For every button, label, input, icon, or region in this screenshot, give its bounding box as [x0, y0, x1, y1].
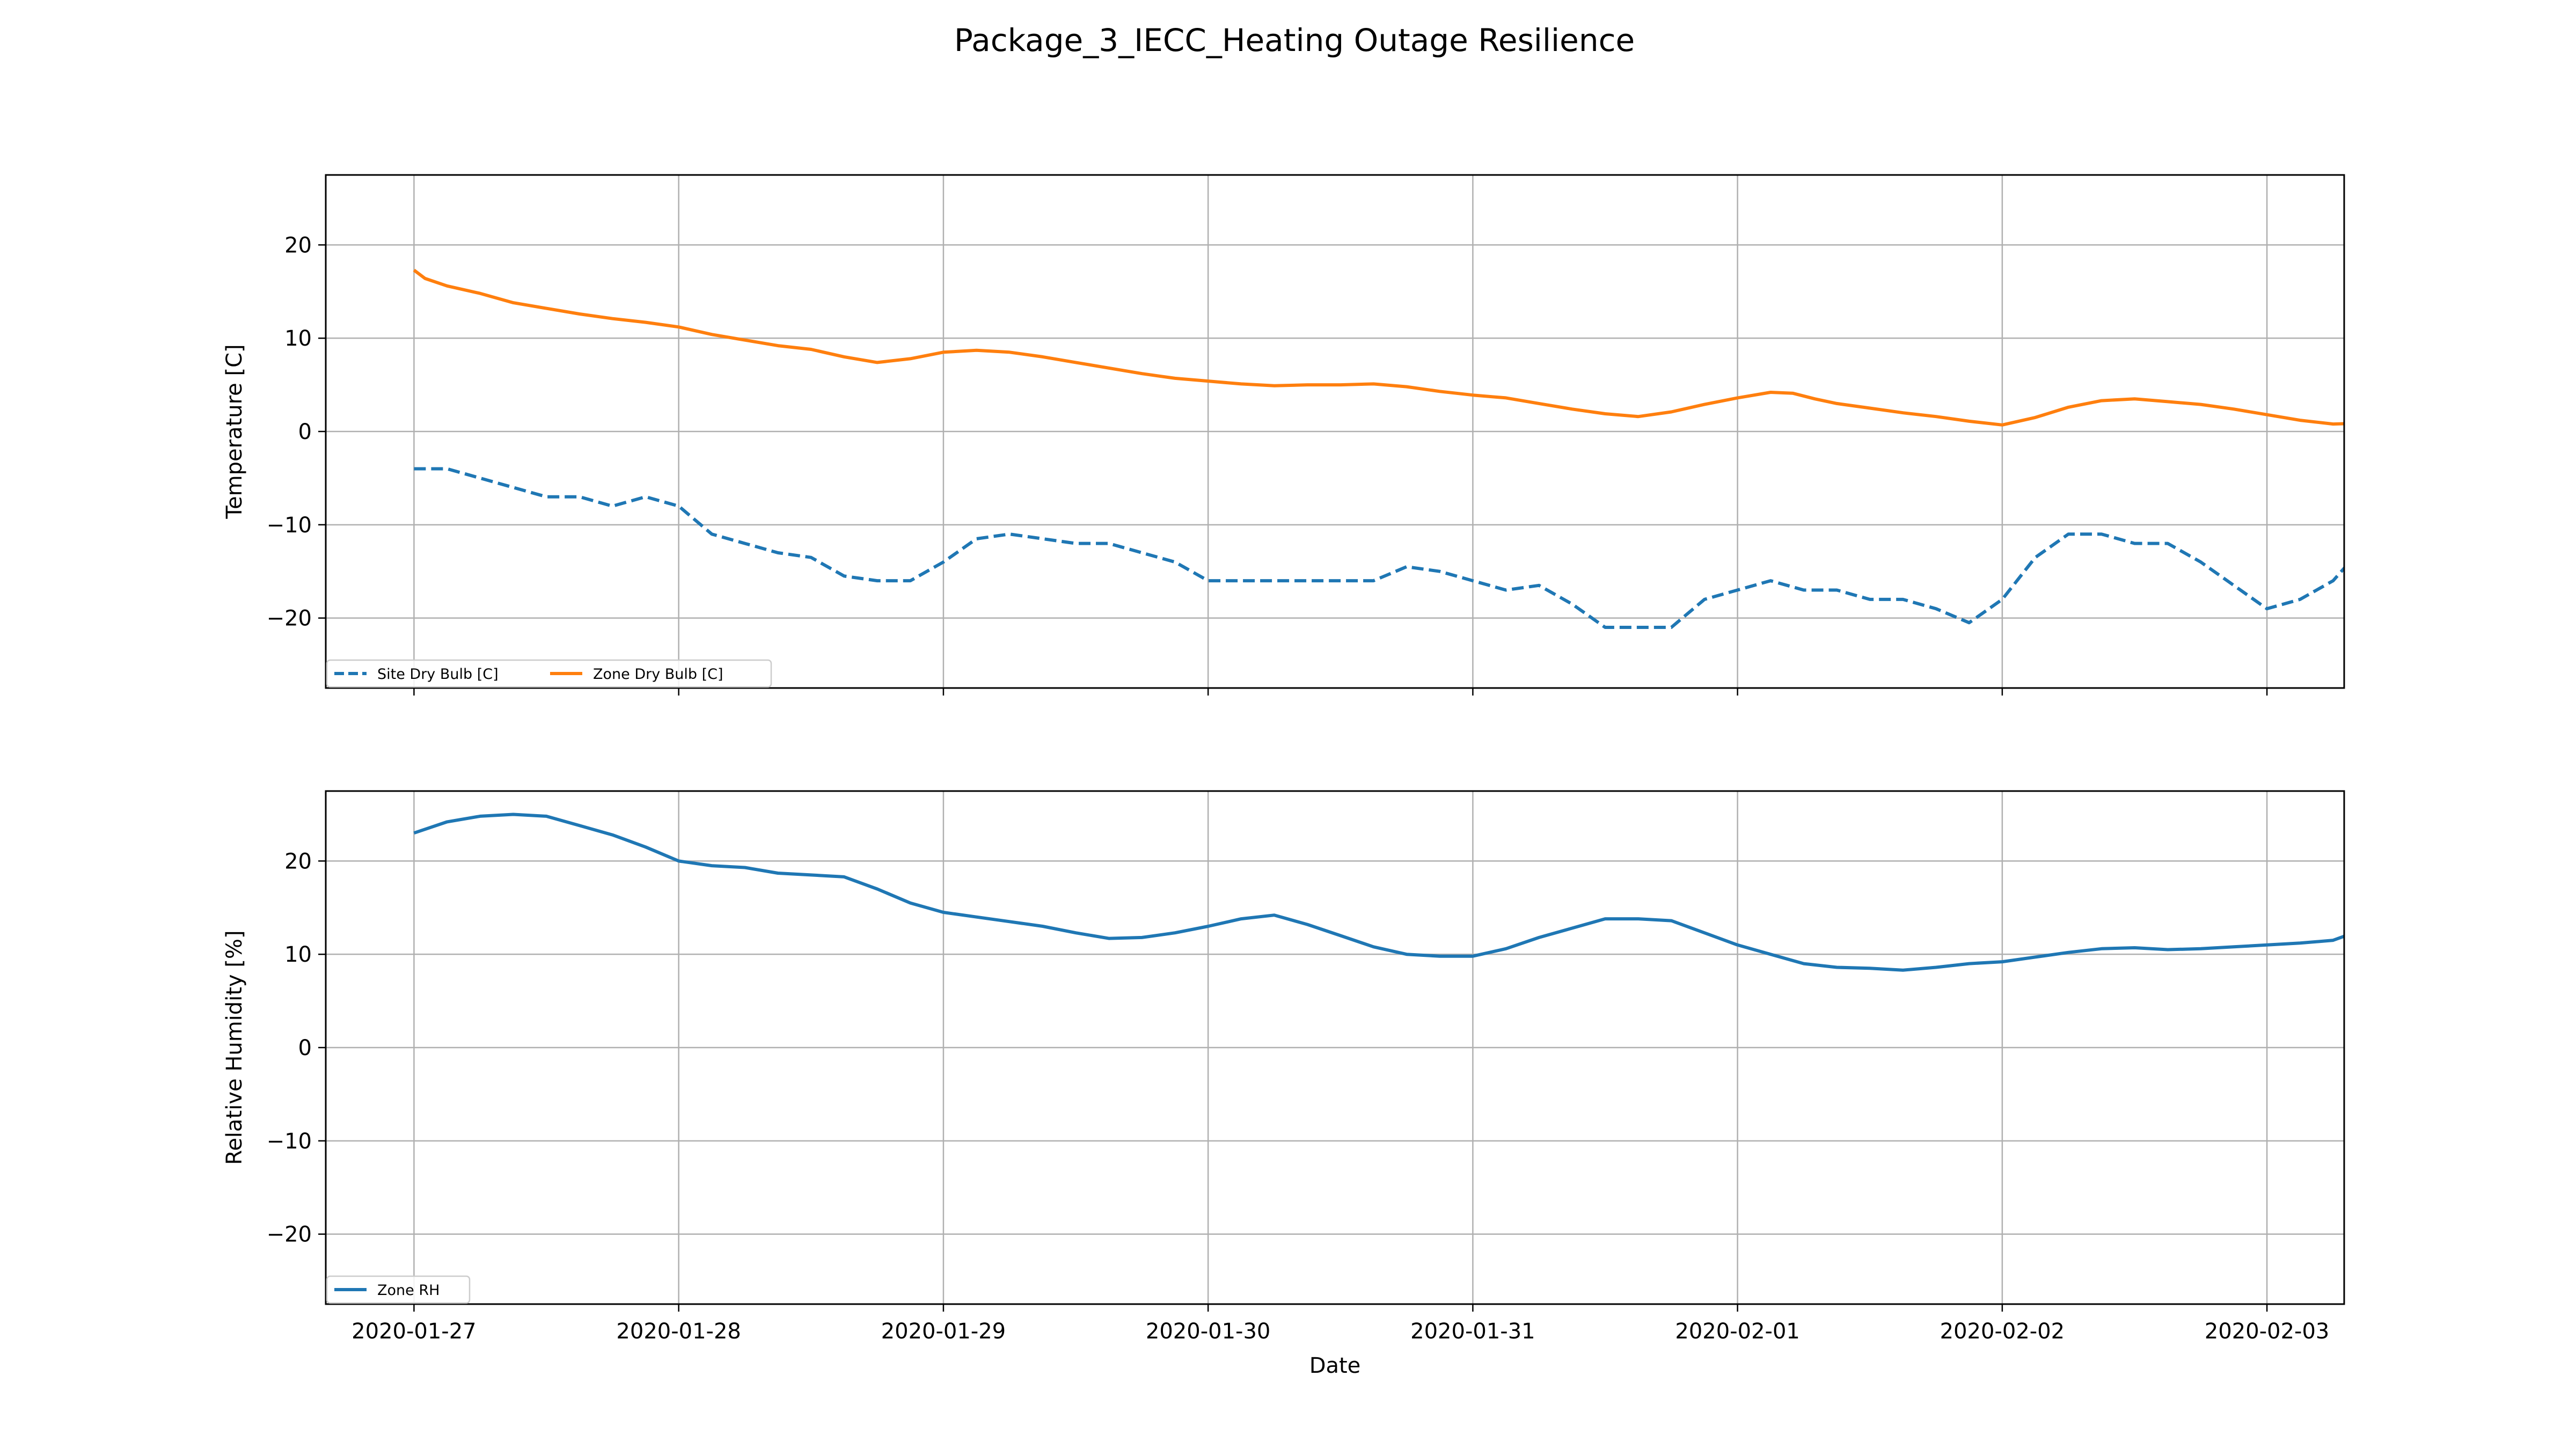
x-tick-label: 2020-02-01: [1675, 1319, 1799, 1344]
y-tick-label: 10: [284, 942, 312, 967]
legend-label: Zone RH: [377, 1282, 440, 1299]
x-tick-label: 2020-01-31: [1410, 1319, 1535, 1344]
y-tick-label: −20: [267, 606, 312, 631]
series-line-site-dry-bulb-c: [414, 467, 2344, 629]
chart-panel-1: −20 −10 0 10 20 Temperature [C] Site Dry Bulb …: [222, 174, 2345, 696]
axes-frame: [325, 174, 2345, 689]
x-tick-label: 2020-01-27: [352, 1319, 476, 1344]
legend-box: [326, 1275, 471, 1304]
y-tick-label: 0: [298, 1036, 312, 1060]
legend-box: [326, 659, 772, 688]
legend: Site Dry Bulb [C] Zone Dry Bulb [C]: [326, 659, 772, 688]
x-tick-label: 2020-01-30: [1146, 1319, 1270, 1344]
x-tick-label: 2020-01-29: [881, 1319, 1006, 1344]
y-tick-label: 10: [284, 326, 312, 351]
y-tick-label: −10: [267, 513, 312, 538]
series-line-zone-rh: [413, 813, 2344, 972]
y-tick-label: 20: [284, 849, 312, 874]
x-tick-label: 2020-01-28: [616, 1319, 741, 1344]
x-tick-label: 2020-02-02: [1940, 1319, 2065, 1344]
figure-title: Package_3_IECC_Heating Outage Resilience: [954, 22, 1635, 58]
y-tick-label: 20: [284, 233, 312, 258]
y-axis-label: Temperature [C]: [222, 344, 247, 519]
legend: Zone RH: [326, 1275, 471, 1304]
y-axis-label: Relative Humidity [%]: [222, 930, 247, 1165]
y-tick-label: −20: [267, 1223, 312, 1247]
x-axis-label: Date: [1309, 1353, 1361, 1378]
legend-label: Site Dry Bulb [C]: [377, 666, 499, 683]
y-tick-label: 0: [298, 420, 312, 444]
x-tick-label: 2020-02-03: [2205, 1319, 2329, 1344]
chart-panel-2: 2020-01-27 2020-01-28 2020-01-29 2020-01-30…: [222, 790, 2345, 1378]
y-tick-label: −10: [267, 1129, 312, 1154]
axes-frame: [325, 790, 2345, 1305]
series-line-zone-dry-bulb-c: [413, 268, 2344, 427]
legend-label: Zone Dry Bulb [C]: [593, 666, 723, 683]
